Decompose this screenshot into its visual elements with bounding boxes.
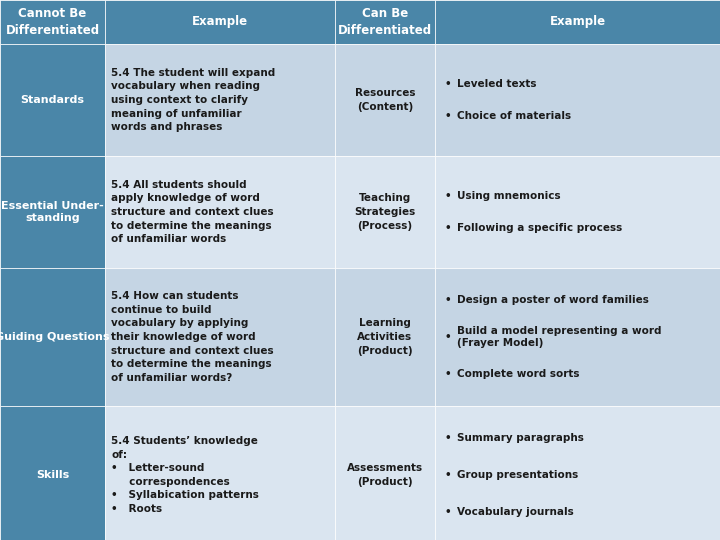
Text: Following a specific process: Following a specific process: [457, 222, 622, 233]
Text: Leveled texts: Leveled texts: [457, 79, 536, 89]
Text: Learning
Activities
(Product): Learning Activities (Product): [357, 319, 413, 356]
Text: •: •: [445, 191, 451, 201]
Bar: [105, 0, 335, 44]
Bar: [335, 406, 435, 540]
Text: Summary paragraphs: Summary paragraphs: [457, 433, 584, 443]
Bar: [105, 44, 335, 156]
Text: Design a poster of word families: Design a poster of word families: [457, 295, 649, 305]
Bar: [0, 268, 105, 406]
Text: Build a model representing a word
(Frayer Model): Build a model representing a word (Fraye…: [457, 326, 662, 348]
Text: •: •: [445, 433, 451, 443]
Text: •: •: [445, 111, 451, 120]
Text: Choice of materials: Choice of materials: [457, 111, 571, 120]
Text: Example: Example: [549, 16, 606, 29]
Text: Essential Under-
standing: Essential Under- standing: [1, 200, 104, 224]
Text: •: •: [445, 369, 451, 379]
Bar: [0, 44, 105, 156]
Text: Skills: Skills: [36, 470, 69, 480]
Bar: [105, 406, 335, 540]
Text: Standards: Standards: [20, 95, 84, 105]
Text: Using mnemonics: Using mnemonics: [457, 191, 561, 201]
Text: Complete word sorts: Complete word sorts: [457, 369, 580, 379]
Text: Resources
(Content): Resources (Content): [355, 88, 415, 112]
Bar: [0, 156, 105, 268]
Bar: [435, 0, 720, 44]
Text: Group presentations: Group presentations: [457, 470, 578, 480]
Text: Vocabulary journals: Vocabulary journals: [457, 507, 574, 517]
Text: •: •: [445, 79, 451, 89]
Text: Example: Example: [192, 16, 248, 29]
Bar: [435, 268, 720, 406]
Bar: [105, 156, 335, 268]
Text: Cannot Be
Differentiated: Cannot Be Differentiated: [6, 7, 99, 37]
Bar: [335, 268, 435, 406]
Bar: [0, 0, 105, 44]
Text: Can Be
Differentiated: Can Be Differentiated: [338, 7, 432, 37]
Text: •: •: [445, 470, 451, 480]
Text: 5.4 The student will expand
vocabulary when reading
using context to clarify
mea: 5.4 The student will expand vocabulary w…: [111, 68, 275, 132]
Text: •: •: [445, 295, 451, 305]
Text: •: •: [445, 222, 451, 233]
Bar: [435, 44, 720, 156]
Bar: [335, 44, 435, 156]
Bar: [105, 268, 335, 406]
Bar: [435, 406, 720, 540]
Bar: [435, 156, 720, 268]
Bar: [0, 406, 105, 540]
Text: •: •: [445, 332, 451, 342]
Bar: [335, 0, 435, 44]
Text: 5.4 How can students
continue to build
vocabulary by applying
their knowledge of: 5.4 How can students continue to build v…: [111, 291, 274, 383]
Bar: [335, 156, 435, 268]
Text: 5.4 Students’ knowledge
of:
•   Letter-sound
     correspondences
•   Syllabicat: 5.4 Students’ knowledge of: • Letter-sou…: [111, 436, 259, 514]
Text: Assessments
(Product): Assessments (Product): [347, 463, 423, 487]
Text: Teaching
Strategies
(Process): Teaching Strategies (Process): [354, 193, 415, 231]
Text: Guiding Questions: Guiding Questions: [0, 332, 109, 342]
Text: •: •: [445, 507, 451, 517]
Text: 5.4 All students should
apply knowledge of word
structure and context clues
to d: 5.4 All students should apply knowledge …: [111, 180, 274, 244]
